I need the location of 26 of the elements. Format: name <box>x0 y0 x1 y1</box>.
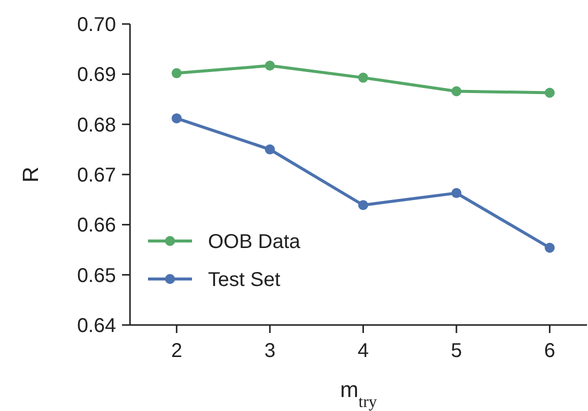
point <box>358 72 368 83</box>
x-tick-label: 4 <box>358 340 369 362</box>
point <box>358 200 368 210</box>
point <box>544 242 555 253</box>
y-tick-label: 0.66 <box>77 214 116 237</box>
y-tick-label: 0.68 <box>77 114 116 136</box>
legend-label: OOB Data <box>208 231 302 253</box>
point <box>172 113 182 124</box>
legend-label: Test Set <box>208 269 281 291</box>
x-tick-label: 6 <box>544 340 556 362</box>
point <box>172 68 182 78</box>
point <box>451 188 462 198</box>
point <box>264 60 275 71</box>
x-tick-label: 5 <box>450 340 462 362</box>
x-tick-label: 3 <box>264 340 276 362</box>
y-tick-label: 0.64 <box>77 315 116 337</box>
point <box>451 86 462 96</box>
y-tick-label: 0.67 <box>77 164 116 186</box>
y-tick-label: 0.69 <box>77 64 116 86</box>
y-tick-label: 0.70 <box>77 14 116 36</box>
y-axis-title: R <box>18 166 43 182</box>
point <box>544 88 555 98</box>
point <box>264 144 275 154</box>
y-tick-label: 0.65 <box>77 264 116 287</box>
x-axis-title: m$_{try}$ <box>340 377 378 410</box>
x-tick-label: 2 <box>171 340 182 362</box>
